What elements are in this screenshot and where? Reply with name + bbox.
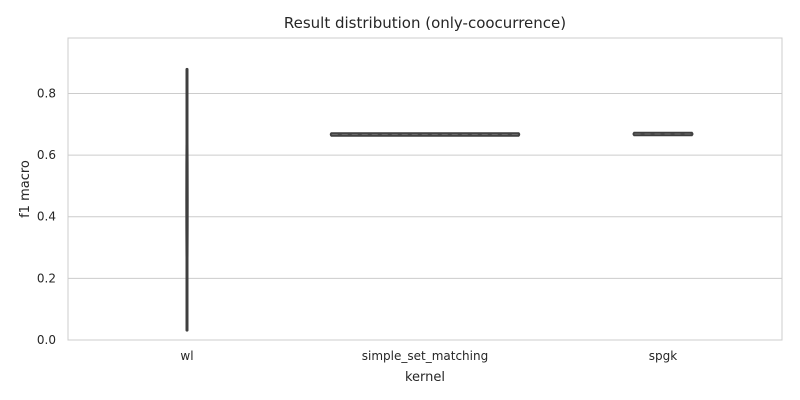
x-axis-ticks: wl simple_set_matching spgk [180,349,677,363]
violin-spgk [632,131,694,137]
y-axis-ticks: 0.0 0.2 0.4 0.6 0.8 [37,86,56,347]
x-axis-label: kernel [405,370,445,385]
chart-title: Result distribution (only-coocurrence) [284,14,566,32]
plot-frame [67,37,783,341]
y-tick-label: 0.2 [37,271,56,285]
y-tick-label: 0.0 [37,333,56,347]
y-tick-label: 0.4 [37,210,56,224]
y-tick-label: 0.8 [37,86,56,100]
violins [185,67,694,332]
x-tick-label: wl [180,349,193,363]
x-tick-label: simple_set_matching [362,349,488,363]
y-axis-label: f1 macro [18,160,33,218]
grid-lines [68,92,782,341]
y-tick-label: 0.6 [37,148,56,162]
x-tick-label: spgk [649,349,677,363]
